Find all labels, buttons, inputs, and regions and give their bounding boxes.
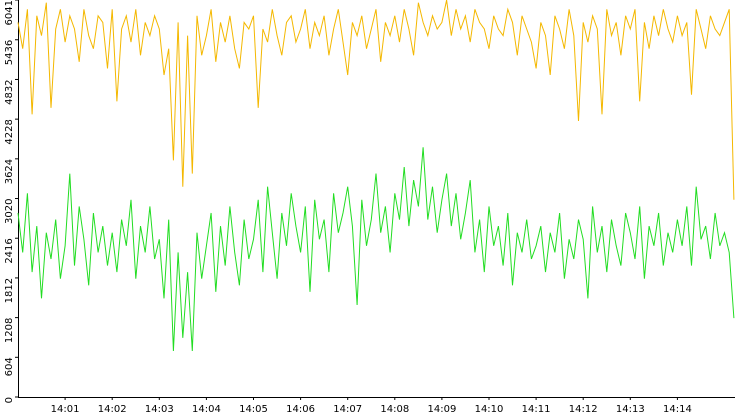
y-tick-label: 6041 xyxy=(4,0,15,25)
y-tick-label: 4228 xyxy=(4,119,15,144)
y-tick-label: 2416 xyxy=(4,238,15,263)
x-tick-label: 14:10 xyxy=(475,404,504,415)
x-tick-label: 14:09 xyxy=(427,404,456,415)
x-tick-label: 14:02 xyxy=(98,404,127,415)
y-tick-label: 4832 xyxy=(4,79,15,104)
x-tick-label: 14:08 xyxy=(380,404,409,415)
y-tick-label: 1208 xyxy=(4,318,15,343)
y-tick-label: 3624 xyxy=(4,159,15,184)
x-tick-label: 14:01 xyxy=(51,404,80,415)
x-tick-label: 14:06 xyxy=(286,404,315,415)
y-tick-label: 0 xyxy=(4,397,15,403)
x-tick-label: 14:14 xyxy=(663,404,692,415)
x-tick-label: 14:13 xyxy=(616,404,645,415)
y-tick-label: 5436 xyxy=(4,40,15,65)
series-line xyxy=(17,147,735,352)
y-tick-label: 1812 xyxy=(4,278,15,303)
x-tick-label: 14:11 xyxy=(522,404,551,415)
x-tick-label: 14:07 xyxy=(333,404,362,415)
x-tick-label: 14:05 xyxy=(239,404,268,415)
y-tick-label: 3020 xyxy=(4,199,15,224)
series-line xyxy=(17,0,735,200)
x-tick-label: 14:12 xyxy=(569,404,598,415)
x-tick-label: 14:04 xyxy=(192,404,221,415)
y-tick-label: 604 xyxy=(4,357,15,376)
x-tick-label: 14:03 xyxy=(145,404,174,415)
